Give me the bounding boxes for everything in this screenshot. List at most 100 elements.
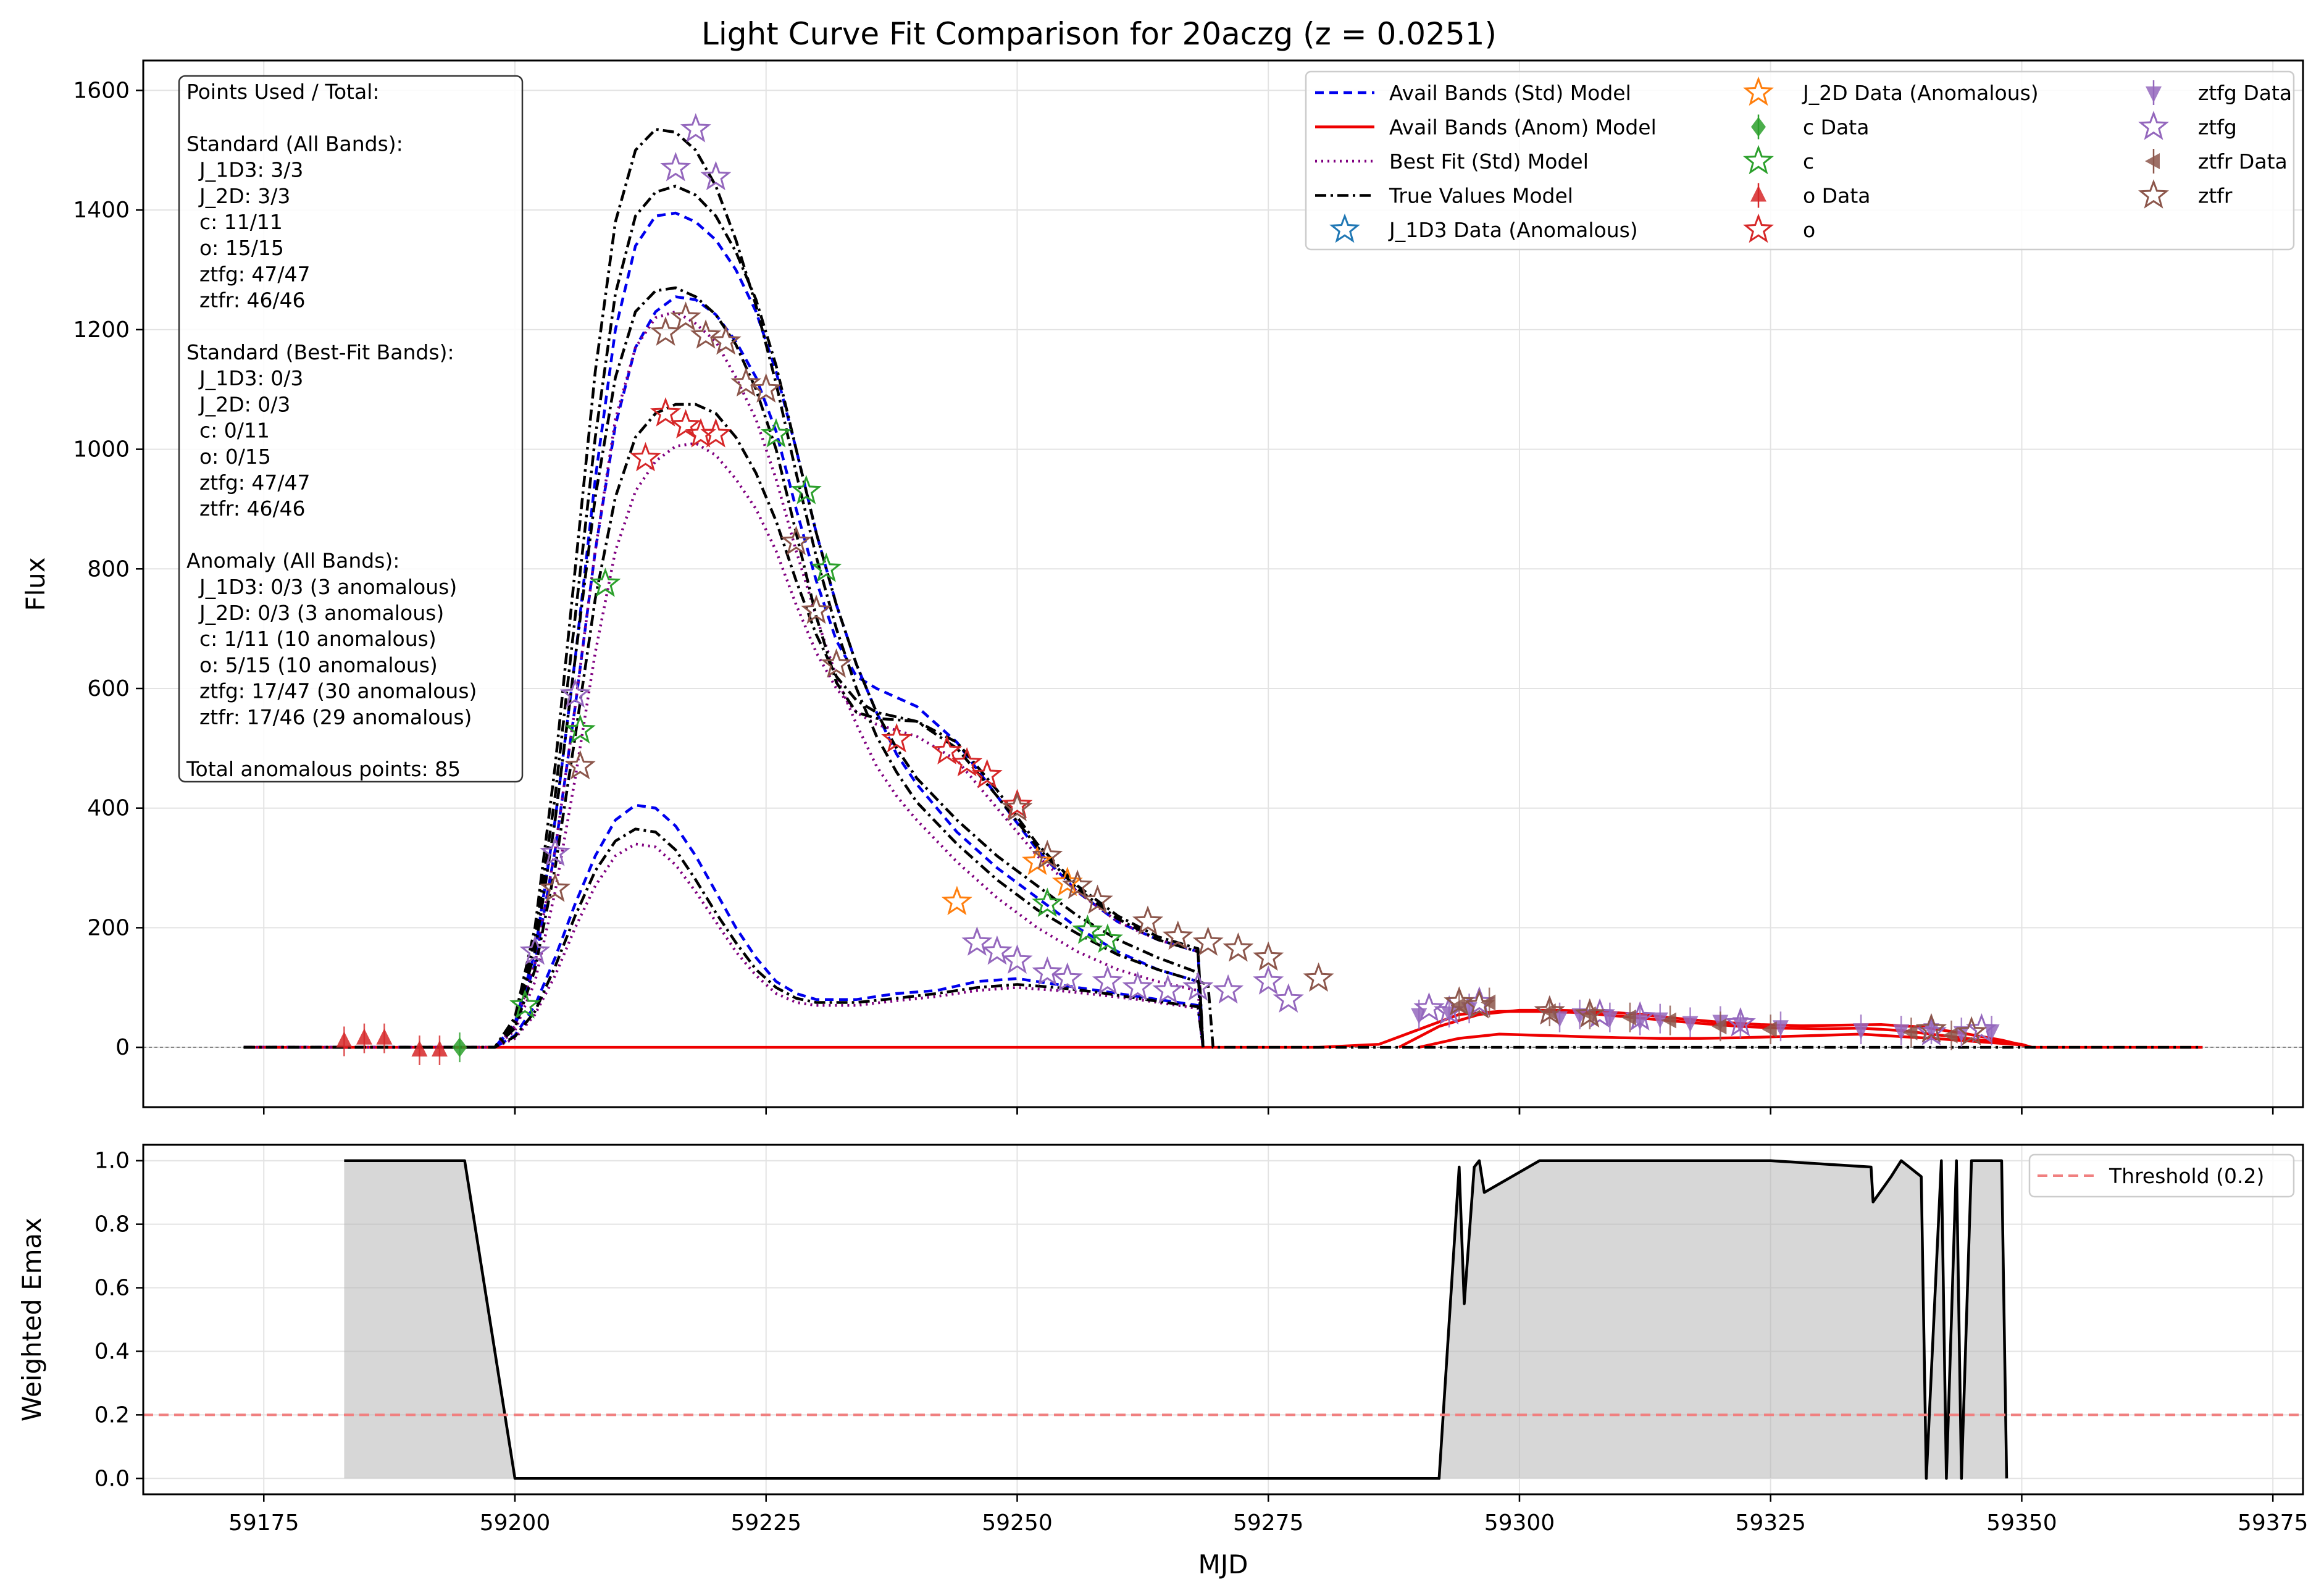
point-4-7 xyxy=(951,747,983,777)
point-7-6 xyxy=(1712,1018,1727,1035)
point-6-16 xyxy=(1253,965,1284,995)
bot-ytick-label-5: 1.0 xyxy=(94,1149,130,1174)
model-curve-7 xyxy=(243,441,1205,1049)
top-axes-frame xyxy=(142,59,2304,1108)
point-2-3 xyxy=(761,418,792,448)
point-3-3 xyxy=(411,1040,428,1057)
point-8-21 xyxy=(1444,986,1475,1016)
point-8-0 xyxy=(540,872,571,902)
bot-xtick-label-2: 59225 xyxy=(730,1510,801,1536)
point-3-0 xyxy=(336,1031,353,1048)
point-6-1 xyxy=(540,837,571,866)
point-7-9 xyxy=(1942,1027,1958,1044)
bot-ytick-label-4: 0.8 xyxy=(94,1212,130,1237)
point-2-8 xyxy=(1092,923,1123,953)
info-line-4: J_2D: 3/3 xyxy=(186,184,290,208)
point-8-13 xyxy=(1062,869,1093,899)
point-6-8 xyxy=(1001,944,1033,974)
legend-swatch-13 xyxy=(2138,179,2169,209)
legend-label-1: Avail Bands (Anom) Model xyxy=(1389,115,1657,140)
model-curve-6 xyxy=(243,310,1205,1049)
point-6-6 xyxy=(961,926,993,956)
point-7-3 xyxy=(1581,1006,1596,1023)
top-ylabel: Flux xyxy=(20,557,51,611)
point-4-0 xyxy=(630,441,661,472)
legend-swatch-6 xyxy=(1751,117,1766,137)
bot-xtick-label-3: 59250 xyxy=(982,1510,1053,1536)
point-5-4 xyxy=(1571,1008,1588,1024)
info-line-0: Points Used / Total: xyxy=(186,80,380,104)
point-6-7 xyxy=(981,935,1013,965)
top-ytick-label-5: 1000 xyxy=(73,437,130,462)
point-2-6 xyxy=(1032,887,1063,917)
point-4-8 xyxy=(971,759,1003,789)
model-curve-3 xyxy=(243,1010,2203,1049)
legend-swatch-5 xyxy=(1743,76,1774,106)
info-line-14: o: 0/15 xyxy=(186,445,271,469)
info-line-24: ztfr: 17/46 (29 anomalous) xyxy=(186,705,472,729)
top-legend: Avail Bands (Std) Model Avail Bands (Anom… xyxy=(1305,70,2295,251)
info-line-7: ztfg: 47/47 xyxy=(186,262,311,286)
point-8-22 xyxy=(1463,989,1495,1019)
bot-xtick-label-5: 59300 xyxy=(1484,1510,1555,1536)
bot-ytick-label-3: 0.6 xyxy=(94,1276,130,1301)
top-ytick-label-6: 1200 xyxy=(73,317,130,343)
point-6-9 xyxy=(1032,956,1063,986)
legend-swatch-9 xyxy=(1743,213,1774,243)
model-curve-10 xyxy=(243,185,1205,1049)
bot-xtick-label-4: 59275 xyxy=(1233,1510,1304,1536)
legend-swatch-7 xyxy=(1743,144,1774,175)
point-8-15 xyxy=(1132,905,1163,935)
point-4-1 xyxy=(650,397,682,427)
point-8-20 xyxy=(1303,962,1334,992)
point-8-4 xyxy=(690,319,722,349)
point-4-6 xyxy=(931,735,963,764)
point-3-1 xyxy=(356,1028,372,1045)
point-6-24 xyxy=(1724,1007,1756,1037)
point-8-19 xyxy=(1253,941,1284,971)
top-ytick-label-1: 200 xyxy=(87,915,130,940)
legend-label-6: c Data xyxy=(1803,115,1869,140)
point-6-5 xyxy=(700,161,732,191)
point-2-0 xyxy=(509,989,541,1019)
point-8-12 xyxy=(1032,839,1063,869)
bot-xtick-label-8: 59375 xyxy=(2238,1510,2309,1536)
top-ytick-label-8: 1600 xyxy=(73,78,130,103)
point-7-2 xyxy=(1540,1003,1556,1020)
point-6-14 xyxy=(1182,971,1214,1001)
point-6-12 xyxy=(1122,971,1153,1001)
bottom-axes-frame xyxy=(142,1144,2304,1496)
point-0-1 xyxy=(1022,845,1053,876)
point-4-5 xyxy=(881,723,913,753)
emax-fill xyxy=(344,1160,2007,1479)
info-line-23: ztfg: 17/47 (30 anomalous) xyxy=(186,679,477,703)
info-line-10: Standard (Best-Fit Bands): xyxy=(186,340,454,364)
point-5-10 xyxy=(1732,1017,1749,1034)
bot-xtick-label-6: 59325 xyxy=(1735,1510,1806,1536)
bot-xtick-label-0: 59175 xyxy=(228,1510,299,1536)
point-4-4 xyxy=(700,418,732,448)
top-ytick-label-3: 600 xyxy=(87,676,130,701)
point-6-26 xyxy=(1966,1013,1997,1043)
point-8-23 xyxy=(1534,995,1565,1025)
info-line-13: c: 0/11 xyxy=(186,419,270,443)
info-line-20: J_2D: 0/3 (3 anomalous) xyxy=(186,601,444,625)
point-8-10 xyxy=(821,648,852,678)
info-line-15: ztfg: 47/47 xyxy=(186,471,311,495)
point-8-3 xyxy=(670,301,701,331)
point-6-3 xyxy=(660,151,692,182)
point-8-8 xyxy=(780,525,812,555)
model-curve-9 xyxy=(243,128,2203,1049)
point-8-9 xyxy=(801,594,832,624)
point-2-2 xyxy=(590,567,621,597)
point-2-7 xyxy=(1072,914,1103,944)
point-7-5 xyxy=(1661,1012,1677,1029)
bot-ytick-label-2: 0.4 xyxy=(94,1339,130,1364)
point-8-17 xyxy=(1192,926,1224,956)
emax-line xyxy=(344,1159,2008,1480)
point-6-10 xyxy=(1051,962,1083,992)
point-5-8 xyxy=(1682,1016,1699,1032)
point-6-17 xyxy=(1273,983,1304,1013)
point-6-11 xyxy=(1092,965,1123,995)
top-ytick-label-0: 0 xyxy=(115,1035,130,1060)
